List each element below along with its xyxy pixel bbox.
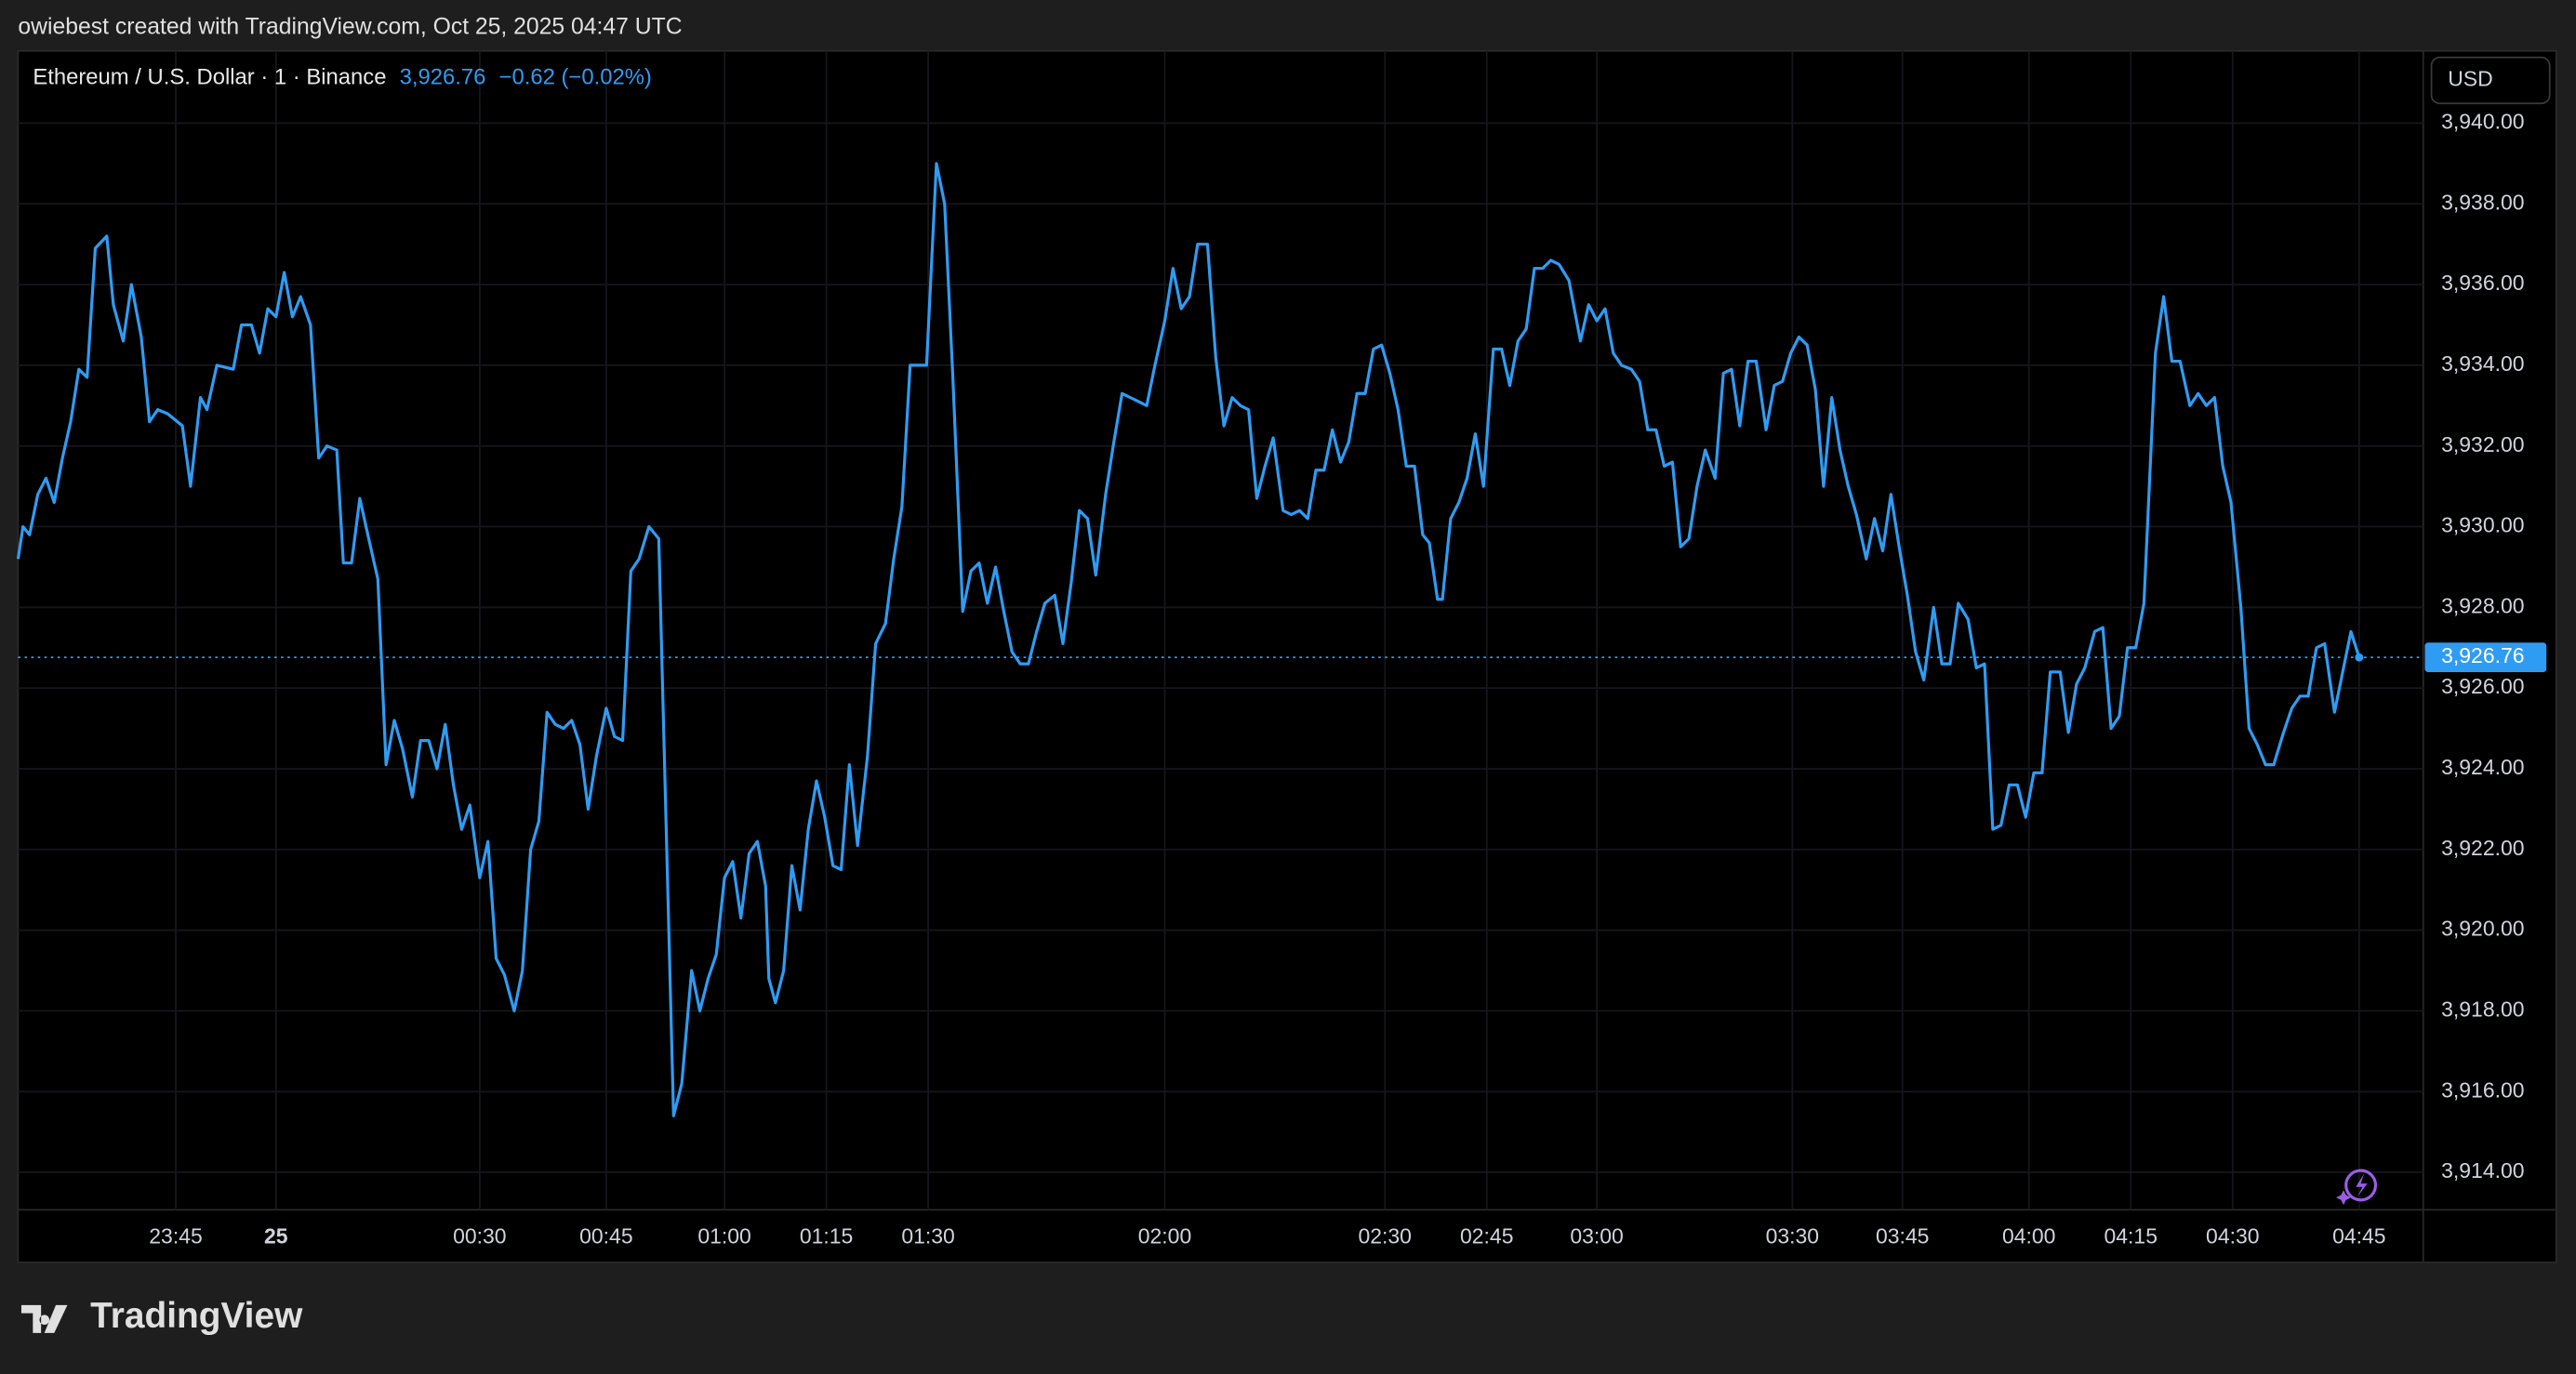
x-tick-label: 23:45 — [149, 1224, 202, 1248]
x-tick-label: 02:45 — [1460, 1224, 1513, 1248]
x-tick-label: 03:45 — [1876, 1224, 1929, 1248]
x-tick-label: 04:15 — [2105, 1224, 2158, 1248]
y-tick-label: 3,940.00 — [2441, 110, 2524, 134]
price-label-box — [2424, 642, 2547, 673]
y-tick-label: 3,938.00 — [2441, 190, 2524, 214]
y-tick-label: 3,930.00 — [2441, 513, 2524, 537]
y-tick-label: 3,924.00 — [2441, 755, 2524, 779]
price-change: −0.62 (−0.02%) — [499, 65, 652, 90]
logo: TradingView — [20, 1296, 303, 1336]
x-tick-label: 03:30 — [1766, 1224, 1819, 1248]
currency[interactable]: USD — [2448, 67, 2492, 91]
plot: 3,914.00 3,916.00 3,918.00 3,920.00 3,922.00… — [16, 50, 2547, 1248]
lightning-icon — [2336, 1169, 2378, 1206]
logo-text: TradingView — [90, 1296, 303, 1336]
y-tick-label: 3,928.00 — [2441, 593, 2524, 617]
x-tick-label: 04:45 — [2332, 1224, 2385, 1248]
y-tick-label: 3,914.00 — [2441, 1158, 2524, 1182]
x-tick-label: 03:00 — [1570, 1224, 1623, 1248]
y-tick-label: 3,934.00 — [2441, 351, 2524, 376]
header-text: owiebest created with TradingView.com, O… — [18, 15, 682, 40]
y-tick-label: 3,936.00 — [2441, 271, 2524, 295]
last-point — [2355, 653, 2364, 662]
y-tick-label: 3,932.00 — [2441, 432, 2524, 456]
y-tick-label: 3,920.00 — [2441, 917, 2524, 941]
x-tick-label: 01:15 — [800, 1224, 853, 1248]
y-tick-label: 3,926.00 — [2441, 674, 2524, 698]
x-tick-label: 01:00 — [697, 1224, 750, 1248]
legend-title: Ethereum / U.S. Dollar · 1 · Binance 3,92… — [33, 65, 652, 90]
x-tick-label: 02:30 — [1358, 1224, 1411, 1248]
x-tick-label: 25 — [264, 1224, 288, 1248]
x-tick-label: 04:00 — [2002, 1224, 2055, 1248]
symbol: Ethereum / U.S. Dollar · 1 · Binance — [33, 65, 386, 90]
x-tick-label: 02:00 — [1138, 1224, 1191, 1248]
y-tick-label: 3,918.00 — [2441, 997, 2524, 1021]
currency-button[interactable] — [2430, 56, 2551, 105]
price-label: 3,926.76 — [2441, 643, 2524, 667]
y-tick-label: 3,916.00 — [2441, 1077, 2524, 1102]
x-tick-label: 04:30 — [2206, 1224, 2259, 1248]
y-tick-label: 3,922.00 — [2441, 836, 2524, 860]
x-tick-label: 00:30 — [453, 1224, 506, 1248]
x-tick-label: 01:30 — [901, 1224, 954, 1248]
x-tick-label: 00:45 — [579, 1224, 632, 1248]
price-line — [16, 162, 2361, 1117]
last-price: 3,926.76 — [400, 65, 486, 90]
